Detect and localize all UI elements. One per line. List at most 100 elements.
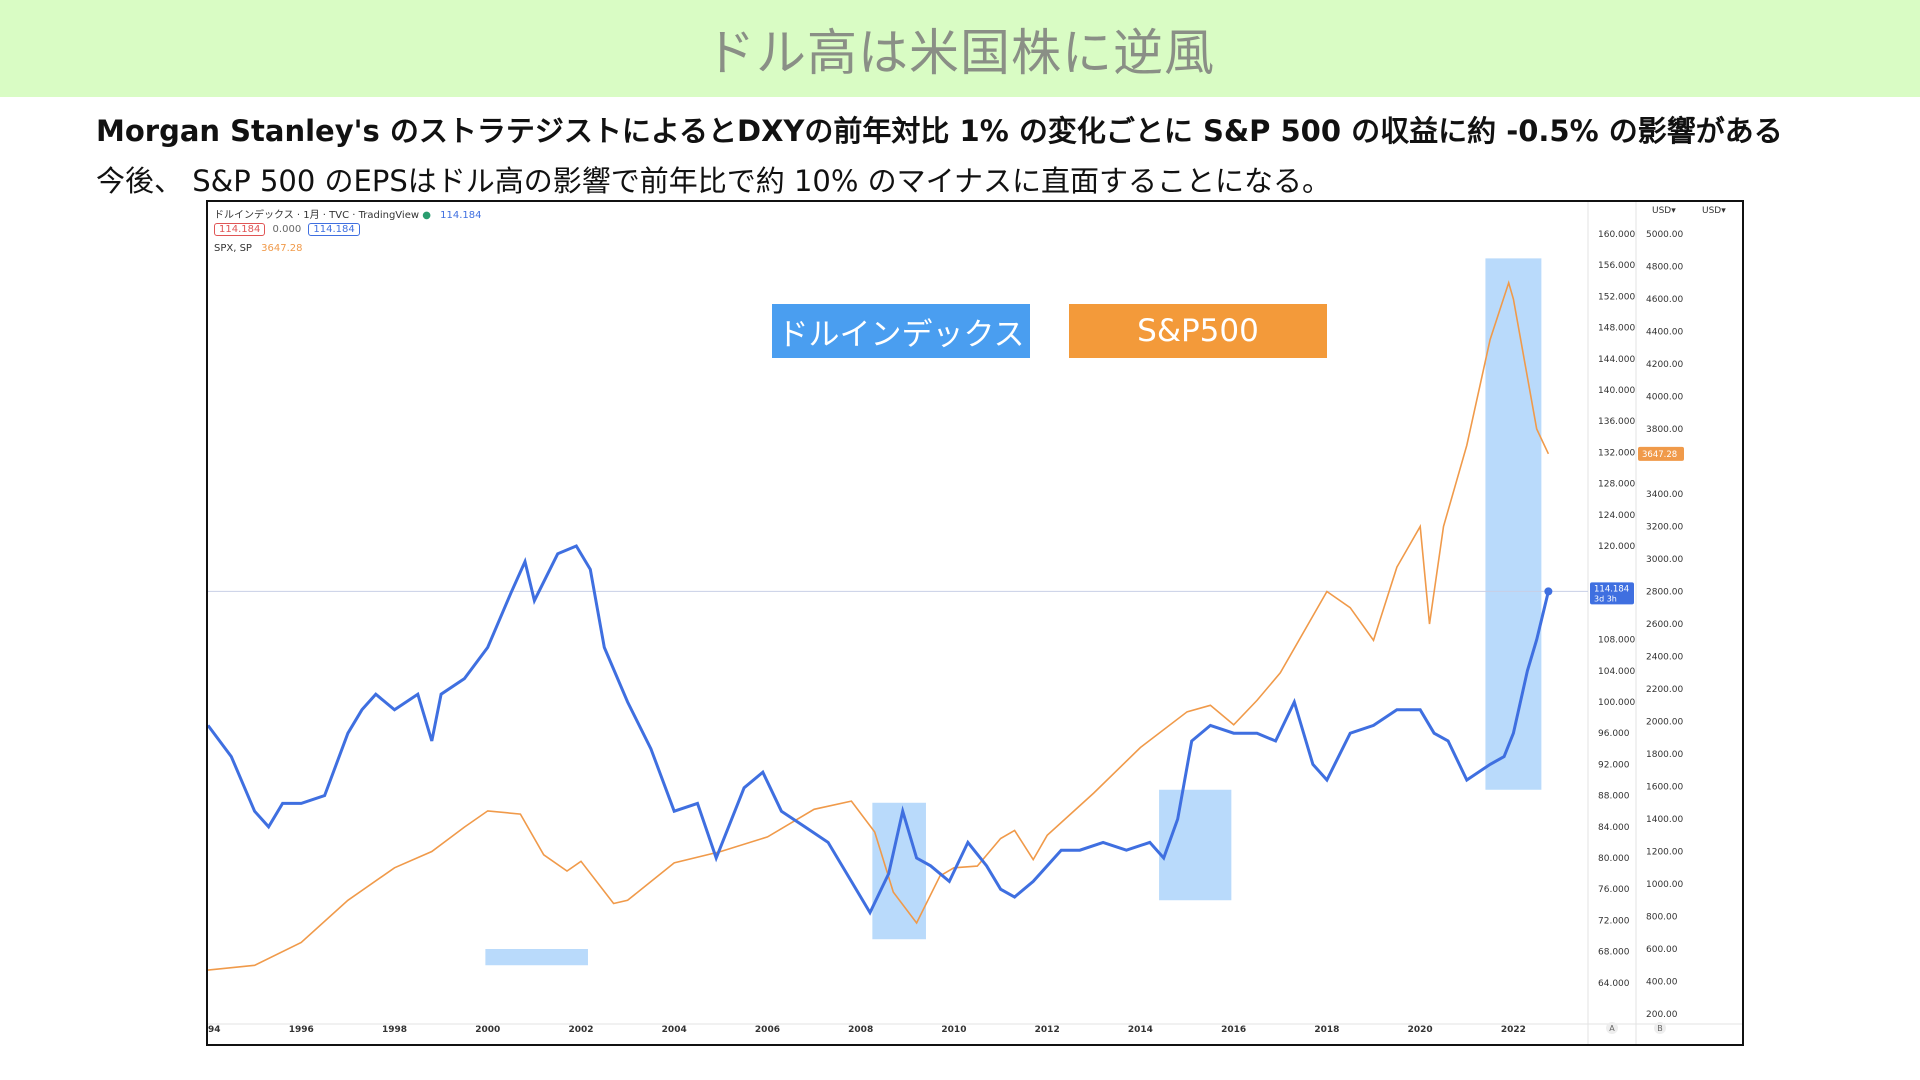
spx-tick-label: 600.00 bbox=[1646, 945, 1678, 955]
spx-tick-label: 400.00 bbox=[1646, 978, 1678, 988]
highlight-period-1 bbox=[485, 949, 588, 966]
dxy-header: ドルインデックス · 1月 · TVC · TradingView ● 114.… bbox=[214, 206, 482, 221]
time-tick-label: 2002 bbox=[568, 1025, 593, 1035]
spx-tick-label: 2000.00 bbox=[1646, 718, 1683, 728]
dxy-tick-label: 76.000 bbox=[1598, 885, 1630, 895]
time-tick-label: 2016 bbox=[1221, 1025, 1246, 1035]
dxy-tick-label: 160.000 bbox=[1598, 230, 1635, 240]
time-tick-label: 2020 bbox=[1408, 1025, 1433, 1035]
spx-tick-label: 2200.00 bbox=[1646, 685, 1683, 695]
dxy-last-tag-box bbox=[1590, 582, 1634, 605]
dxy-tick-label: 128.000 bbox=[1598, 480, 1635, 490]
spx-tick-label: 4400.00 bbox=[1646, 328, 1683, 338]
legend-spx-label: S&P500 bbox=[1137, 313, 1259, 349]
dxy-series-title: ドルインデックス · 1月 · TVC · TradingView bbox=[214, 210, 420, 221]
dxy-tick-label: 68.000 bbox=[1598, 948, 1630, 958]
dxy-series-line bbox=[208, 544, 1550, 916]
spx-series-title: SPX, SP bbox=[214, 243, 252, 254]
legend-dxy: ドルインデックス bbox=[772, 304, 1030, 358]
dxy-last-tag: 114.184 bbox=[1594, 584, 1629, 594]
spx-header-value: 3647.28 bbox=[261, 243, 303, 254]
time-tick-label: 2014 bbox=[1128, 1025, 1153, 1035]
dxy-tick-label: 92.000 bbox=[1598, 760, 1630, 770]
dxy-tick-label: 96.000 bbox=[1598, 729, 1630, 739]
dxy-last-point bbox=[1544, 587, 1553, 596]
forecast-statement: 今後、 S&P 500 のEPSはドル高の影響で前年比で約 10% のマイナスに… bbox=[96, 164, 1332, 198]
time-tick-label: 2008 bbox=[848, 1025, 873, 1035]
dxy-ohlc-boxes: 114.184 0.000 114.184 bbox=[214, 223, 360, 236]
spx-tick-label: 200.00 bbox=[1646, 1010, 1678, 1020]
dxy-tick-label: 120.000 bbox=[1598, 542, 1635, 552]
time-tick-label: 2018 bbox=[1314, 1025, 1339, 1035]
page-title: ドル高は米国株に逆風 bbox=[705, 23, 1215, 82]
spx-tick-label: 2400.00 bbox=[1646, 653, 1683, 663]
dxy-tick-label: 104.000 bbox=[1598, 667, 1635, 677]
dxy-last-tag-sub: 3d 3h bbox=[1594, 594, 1617, 603]
dxy-status-dot: ● bbox=[422, 210, 431, 221]
spx-tick-label: 3800.00 bbox=[1646, 425, 1683, 435]
dxy-tick-label: 152.000 bbox=[1598, 292, 1635, 302]
time-tick-label: 1994 bbox=[208, 1025, 221, 1035]
footer-a-label: A bbox=[1609, 1024, 1615, 1033]
highlight-period-3 bbox=[1159, 789, 1232, 901]
spx-tick-label: 3000.00 bbox=[1646, 555, 1683, 565]
spx-tick-label: 4200.00 bbox=[1646, 360, 1683, 370]
time-tick-label: 2000 bbox=[475, 1025, 500, 1035]
dxy-tick-label: 140.000 bbox=[1598, 386, 1635, 396]
time-tick-label: 2004 bbox=[662, 1025, 687, 1035]
spx-tick-label: 2600.00 bbox=[1646, 620, 1683, 630]
footer-b-label: B bbox=[1657, 1024, 1663, 1033]
chart-svg[interactable]: 64.000 68.000 72.000 76.000 80.000 84.000 88.0… bbox=[208, 202, 1742, 1044]
legend-spx: S&P500 bbox=[1069, 304, 1327, 358]
highlight-period-4 bbox=[1485, 258, 1542, 790]
headline-statement: Morgan Stanley's のストラテジストによるとDXYの前年対比 1%… bbox=[96, 114, 1783, 148]
dxy-tick-label: 148.000 bbox=[1598, 324, 1635, 334]
spx-tick-label: 800.00 bbox=[1646, 913, 1678, 923]
box-left: 114.184 bbox=[214, 223, 266, 236]
legend-dxy-label: ドルインデックス bbox=[777, 316, 1025, 353]
dxy-tick-label: 124.000 bbox=[1598, 511, 1635, 521]
footer-b-circle bbox=[1654, 1022, 1666, 1034]
spx-series-line bbox=[208, 280, 1550, 971]
title-banner: ドル高は米国株に逆風 bbox=[0, 0, 1920, 97]
spx-tick-label: 4800.00 bbox=[1646, 263, 1683, 273]
chart-frame[interactable]: 64.000 68.000 72.000 76.000 80.000 84.000 88.0… bbox=[206, 200, 1744, 1046]
spx-tick-label: 1000.00 bbox=[1646, 880, 1683, 890]
spx-tick-label: 1600.00 bbox=[1646, 783, 1683, 793]
box-right: 114.184 bbox=[308, 223, 360, 236]
dxy-header-value: 114.184 bbox=[440, 210, 482, 221]
spx-tick-label: 1800.00 bbox=[1646, 750, 1683, 760]
spx-header: SPX, SP 3647.28 bbox=[214, 243, 303, 254]
time-tick-label: 2012 bbox=[1035, 1025, 1060, 1035]
dxy-tick-label: 144.000 bbox=[1598, 355, 1635, 365]
dxy-tick-label: 80.000 bbox=[1598, 854, 1630, 864]
spx-tick-label: 4000.00 bbox=[1646, 393, 1683, 403]
dxy-tick-label: 88.000 bbox=[1598, 792, 1630, 802]
dxy-tick-label: 108.000 bbox=[1598, 636, 1635, 646]
time-tick-label: 1996 bbox=[289, 1025, 314, 1035]
dxy-tick-label: 100.000 bbox=[1598, 698, 1635, 708]
dxy-tick-label: 132.000 bbox=[1598, 448, 1635, 458]
spx-tick-label: 4600.00 bbox=[1646, 295, 1683, 305]
time-tick-label: 2022 bbox=[1501, 1025, 1526, 1035]
spx-last-tag: 3647.28 bbox=[1642, 450, 1677, 460]
box-mid: 0.000 bbox=[272, 224, 302, 235]
spx-tick-label: 3400.00 bbox=[1646, 490, 1683, 500]
currency-right[interactable]: USD▾ bbox=[1702, 206, 1726, 216]
dxy-tick-label: 72.000 bbox=[1598, 916, 1630, 926]
dxy-tick-label: 156.000 bbox=[1598, 261, 1635, 271]
footer-a-circle bbox=[1606, 1022, 1618, 1034]
currency-left[interactable]: USD▾ bbox=[1652, 206, 1676, 216]
spx-tick-label: 5000.00 bbox=[1646, 230, 1683, 240]
dxy-tick-label: 64.000 bbox=[1598, 979, 1630, 989]
time-tick-label: 2010 bbox=[941, 1025, 966, 1035]
spx-tick-label: 3200.00 bbox=[1646, 523, 1683, 533]
spx-tick-label: 1400.00 bbox=[1646, 815, 1683, 825]
dxy-tick-label: 84.000 bbox=[1598, 823, 1630, 833]
dxy-tick-label: 136.000 bbox=[1598, 417, 1635, 427]
spx-last-tag-box bbox=[1638, 446, 1684, 461]
spx-tick-label: 2800.00 bbox=[1646, 588, 1683, 598]
time-tick-label: 1998 bbox=[382, 1025, 407, 1035]
spx-tick-label: 1200.00 bbox=[1646, 848, 1683, 858]
time-tick-label: 2006 bbox=[755, 1025, 780, 1035]
